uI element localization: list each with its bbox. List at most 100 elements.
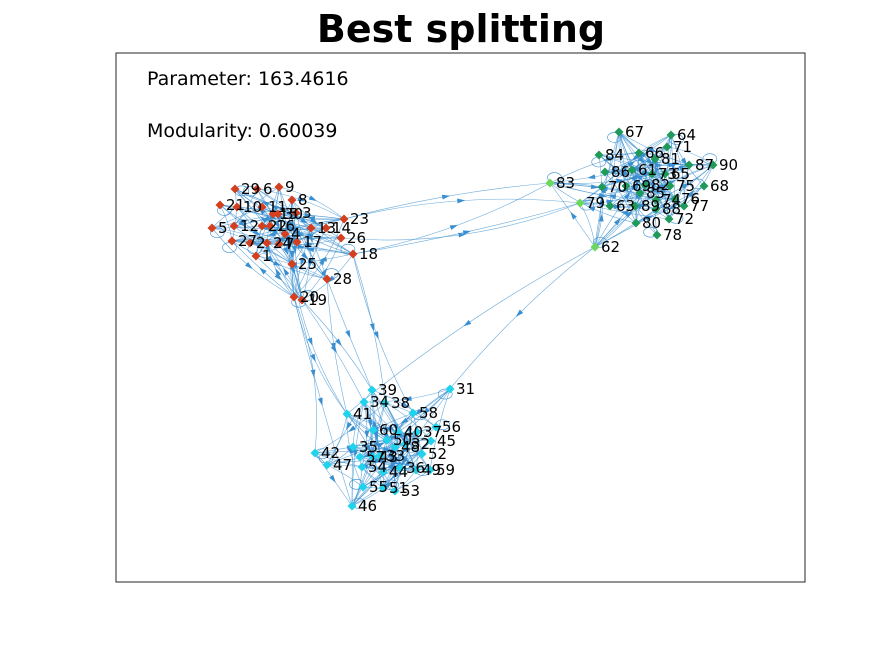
node-18 xyxy=(348,249,358,259)
edge-arrowhead-404 xyxy=(335,338,342,347)
node-label-76: 76 xyxy=(681,190,700,208)
edge-arrowhead-366 xyxy=(631,178,640,185)
node-label-39: 39 xyxy=(378,381,397,399)
self-loop-62 xyxy=(592,237,608,248)
node-56 xyxy=(431,422,441,432)
node-label-77: 77 xyxy=(690,197,709,215)
node-label-54: 54 xyxy=(368,458,387,476)
node-1 xyxy=(251,251,261,261)
node-74 xyxy=(651,195,661,205)
edge-arrowhead-182 xyxy=(401,432,409,441)
node-label-42: 42 xyxy=(321,444,340,462)
node-83 xyxy=(545,178,555,188)
edge-arrowhead-306 xyxy=(649,181,656,190)
edge-arrowhead-397 xyxy=(449,224,459,230)
edge-381 xyxy=(604,171,637,224)
node-13 xyxy=(306,223,316,233)
node-53 xyxy=(390,486,400,496)
node-84 xyxy=(594,150,604,160)
node-28 xyxy=(322,274,332,284)
edge-arrowhead-245 xyxy=(387,455,397,461)
edge-arrowhead-77 xyxy=(270,204,279,211)
edge-arrowhead-222 xyxy=(394,461,403,468)
edge-arrowhead-413 xyxy=(317,397,323,406)
node-45 xyxy=(426,436,436,446)
self-loop-53 xyxy=(384,479,399,491)
node-label-74: 74 xyxy=(662,191,681,209)
node-label-2: 2 xyxy=(256,234,266,252)
node-85 xyxy=(635,188,645,198)
node-48 xyxy=(390,442,400,452)
edge-arrowhead-107 xyxy=(238,220,247,228)
node-79 xyxy=(575,198,585,208)
edge-arrowhead-96 xyxy=(285,221,294,227)
node-label-53: 53 xyxy=(401,482,420,500)
node-label-4: 4 xyxy=(291,225,301,243)
edge-arrowhead-244 xyxy=(398,448,404,457)
edge-arrowhead-390 xyxy=(616,178,625,184)
node-42 xyxy=(310,448,320,458)
edge-arrowhead-377 xyxy=(613,204,622,210)
node-37 xyxy=(412,427,422,437)
node-label-12: 12 xyxy=(240,217,259,235)
node-label-34: 34 xyxy=(370,393,389,411)
node-label-62: 62 xyxy=(601,238,620,256)
node-label-23: 23 xyxy=(350,210,369,228)
node-label-31: 31 xyxy=(456,380,475,398)
node-label-36: 36 xyxy=(406,459,425,477)
node-70 xyxy=(597,182,607,192)
node-label-46: 46 xyxy=(358,497,377,515)
self-loop-21 xyxy=(217,205,232,216)
edge-arrowhead-274 xyxy=(613,217,621,226)
node-33 xyxy=(375,451,385,461)
node-68 xyxy=(699,181,709,191)
node-36 xyxy=(395,463,405,473)
node-7 xyxy=(274,239,284,249)
edge-arrowhead-80 xyxy=(308,257,315,267)
edge-arrowhead-176 xyxy=(347,425,356,433)
node-46 xyxy=(347,501,357,511)
node-16 xyxy=(265,221,275,231)
edge-arrowhead-401 xyxy=(457,198,466,204)
edge-arrowhead-116 xyxy=(282,236,291,241)
edge-arrowhead-272 xyxy=(570,211,577,220)
edge-arrowhead-408 xyxy=(307,337,313,346)
node-label-86: 86 xyxy=(611,163,630,181)
node-label-29: 29 xyxy=(241,180,260,198)
node-label-89: 89 xyxy=(641,197,660,215)
node-label-50: 50 xyxy=(393,431,412,449)
axes-box xyxy=(115,52,806,583)
node-40 xyxy=(393,427,403,437)
node-52 xyxy=(417,449,427,459)
node-label-8: 8 xyxy=(298,191,308,209)
node-11 xyxy=(257,202,267,212)
node-label-55: 55 xyxy=(369,478,388,496)
node-88 xyxy=(651,204,661,214)
node-77 xyxy=(679,201,689,211)
edge-arrowhead-117 xyxy=(273,260,282,266)
node-29 xyxy=(230,184,240,194)
edge-247 xyxy=(359,456,396,492)
edge-arrowhead-102 xyxy=(320,267,328,276)
edge-183 xyxy=(371,389,399,433)
edge-199 xyxy=(326,413,348,466)
edge-arrowhead-60 xyxy=(264,245,272,254)
self-loop-64 xyxy=(669,134,684,145)
node-87 xyxy=(684,160,694,170)
node-62 xyxy=(590,242,600,252)
edge-arrowhead-262 xyxy=(587,174,596,180)
node-label-6: 6 xyxy=(263,180,273,198)
node-label-27: 27 xyxy=(238,232,257,250)
node-73 xyxy=(647,169,657,179)
self-loop-83 xyxy=(547,172,562,183)
edge-arrowhead-66 xyxy=(266,255,274,263)
node-31 xyxy=(445,384,455,394)
node-label-65: 65 xyxy=(671,165,690,183)
node-23 xyxy=(339,214,349,224)
node-label-21: 21 xyxy=(226,196,245,214)
edge-arrowhead-205 xyxy=(329,474,336,483)
edge-arrowhead-3 xyxy=(274,273,283,281)
node-label-16: 16 xyxy=(276,217,295,235)
node-20 xyxy=(289,292,299,302)
